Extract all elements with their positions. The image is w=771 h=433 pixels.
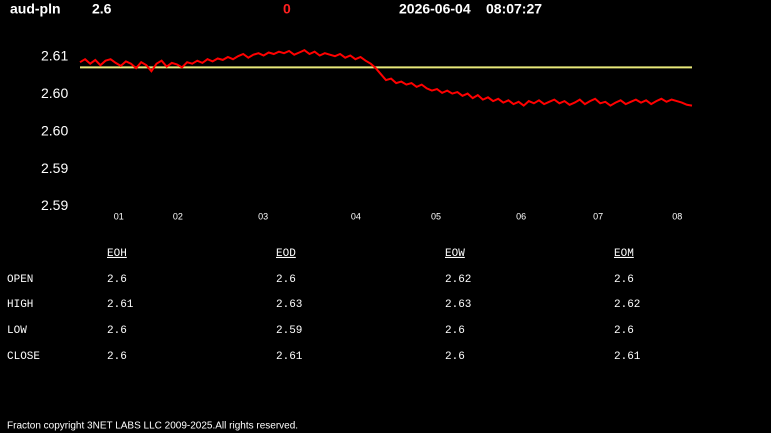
y-tick-label: 2.60 (41, 85, 68, 101)
x-tick-label: 04 (351, 211, 361, 221)
table-cell: 2.6 (614, 274, 634, 286)
price-line (79, 49, 693, 107)
table-cell: 2.62 (614, 299, 640, 311)
y-tick-label: 2.59 (41, 197, 68, 213)
y-tick-label: 2.61 (41, 48, 68, 64)
table-cell: 2.61 (107, 299, 134, 311)
table-cell: 2.6 (107, 351, 127, 363)
row-label: CLOSE (7, 351, 40, 363)
table-cell: 2.6 (445, 325, 465, 337)
x-tick-label: 06 (516, 211, 526, 221)
x-tick-label: 02 (173, 211, 183, 221)
change: 0 (283, 1, 291, 17)
table-cell: 2.63 (445, 299, 471, 311)
date: 2026-06-04 (399, 1, 471, 17)
row-label: OPEN (7, 274, 33, 286)
table-cell: 2.6 (107, 325, 127, 337)
table-cell: 2.6 (107, 274, 127, 286)
symbol: aud-pln (10, 1, 61, 17)
table-cell: 2.59 (276, 325, 302, 337)
table-cell: 2.6 (445, 351, 465, 363)
table-cell: 2.61 (276, 351, 303, 363)
price: 2.6 (92, 1, 112, 17)
column-header: EOH (107, 248, 127, 260)
column-header: EOM (614, 248, 634, 260)
table-cell: 2.62 (445, 274, 471, 286)
row-label: HIGH (7, 299, 33, 311)
column-header: EOW (445, 248, 465, 260)
table-cell: 2.61 (614, 351, 641, 363)
table-cell: 2.63 (276, 299, 302, 311)
y-tick-label: 2.60 (41, 122, 68, 138)
x-tick-label: 03 (258, 211, 268, 221)
footer: Fracton copyright 3NET LABS LLC 2009-202… (7, 421, 298, 432)
y-tick-label: 2.59 (41, 160, 68, 176)
time: 08:07:27 (486, 1, 542, 17)
table-cell: 2.6 (614, 325, 634, 337)
x-tick-label: 08 (672, 211, 682, 221)
table-cell: 2.6 (276, 274, 296, 286)
x-tick-label: 07 (593, 211, 603, 221)
row-label: LOW (7, 325, 27, 337)
column-header: EOD (276, 248, 296, 260)
x-tick-label: 05 (431, 211, 441, 221)
x-tick-label: 01 (114, 211, 124, 221)
